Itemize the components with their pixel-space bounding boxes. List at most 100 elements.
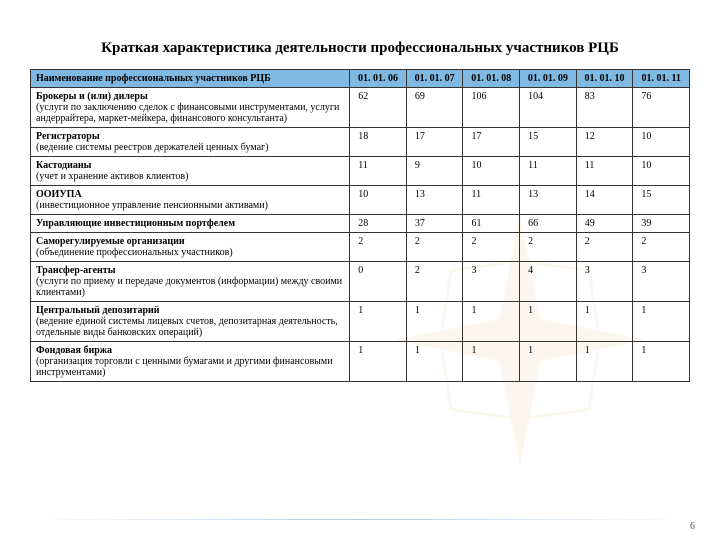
row-title: Центральный депозитарий [36, 305, 160, 316]
row-title: Трансфер-агенты [36, 265, 116, 276]
cell-value: 1 [463, 302, 520, 342]
page-title: Краткая характеристика деятельности проф… [30, 40, 690, 57]
cell-value: 2 [576, 233, 633, 262]
col-header-date: 01. 01. 06 [350, 70, 407, 88]
table-row: ООИУПА(инвестиционное управление пенсион… [31, 186, 690, 215]
cell-value: 1 [520, 302, 577, 342]
cell-value: 2 [406, 233, 463, 262]
cell-value: 11 [350, 157, 407, 186]
row-title: Брокеры и (или) дилеры [36, 91, 148, 102]
cell-value: 2 [350, 233, 407, 262]
table-row: Фондовая биржа(организация торговли с це… [31, 342, 690, 382]
cell-value: 106 [463, 88, 520, 128]
cell-value: 13 [406, 186, 463, 215]
row-desc: (организация торговли с ценными бумагами… [36, 356, 333, 378]
cell-value: 13 [520, 186, 577, 215]
row-title: Фондовая биржа [36, 345, 112, 356]
cell-value: 10 [463, 157, 520, 186]
cell-value: 11 [520, 157, 577, 186]
cell-value: 14 [576, 186, 633, 215]
cell-value: 1 [350, 342, 407, 382]
cell-value: 10 [350, 186, 407, 215]
cell-value: 1 [633, 342, 690, 382]
table-row: Управляющие инвестиционным портфелем 2837… [31, 215, 690, 233]
cell-value: 76 [633, 88, 690, 128]
row-desc: (объединение профессиональных участников… [36, 247, 233, 258]
row-title: Саморегулируемые организации [36, 236, 185, 247]
cell-value: 12 [576, 128, 633, 157]
row-title: ООИУПА [36, 189, 82, 200]
cell-value: 2 [406, 262, 463, 302]
row-title: Регистраторы [36, 131, 100, 142]
row-label: Кастодианы(учет и хранение активов клиен… [31, 157, 350, 186]
participants-table: Наименование профессиональных участников… [30, 69, 690, 382]
cell-value: 1 [576, 342, 633, 382]
row-title: Кастодианы [36, 160, 91, 171]
table-row: Брокеры и (или) дилеры(услуги по заключе… [31, 88, 690, 128]
row-label: ООИУПА(инвестиционное управление пенсион… [31, 186, 350, 215]
col-header-date: 01. 01. 07 [406, 70, 463, 88]
cell-value: 1 [463, 342, 520, 382]
cell-value: 11 [576, 157, 633, 186]
cell-value: 39 [633, 215, 690, 233]
row-label: Регистраторы(ведение системы реестров де… [31, 128, 350, 157]
row-label: Саморегулируемые организации(объединение… [31, 233, 350, 262]
cell-value: 104 [520, 88, 577, 128]
page-number: 6 [690, 521, 695, 532]
cell-value: 1 [576, 302, 633, 342]
table-row: Центральный депозитарий(ведение единой с… [31, 302, 690, 342]
row-desc: (учет и хранение активов клиентов) [36, 171, 188, 182]
row-desc: (ведение системы реестров держателей цен… [36, 142, 268, 153]
cell-value: 2 [463, 233, 520, 262]
cell-value: 66 [520, 215, 577, 233]
cell-value: 2 [633, 233, 690, 262]
cell-value: 15 [520, 128, 577, 157]
row-desc: (ведение единой системы лицевых счетов, … [36, 316, 338, 338]
cell-value: 0 [350, 262, 407, 302]
row-label: Фондовая биржа(организация торговли с це… [31, 342, 350, 382]
cell-value: 3 [576, 262, 633, 302]
row-desc: (услуги по приему и передаче документов … [36, 276, 342, 298]
cell-value: 2 [520, 233, 577, 262]
col-header-date: 01. 01. 10 [576, 70, 633, 88]
table-row: Кастодианы(учет и хранение активов клиен… [31, 157, 690, 186]
cell-value: 62 [350, 88, 407, 128]
cell-value: 83 [576, 88, 633, 128]
row-desc: (услуги по заключению сделок с финансовы… [36, 102, 339, 124]
cell-value: 3 [633, 262, 690, 302]
cell-value: 28 [350, 215, 407, 233]
cell-value: 10 [633, 157, 690, 186]
row-label: Трансфер-агенты(услуги по приему и перед… [31, 262, 350, 302]
cell-value: 1 [520, 342, 577, 382]
cell-value: 1 [406, 302, 463, 342]
cell-value: 17 [463, 128, 520, 157]
cell-value: 37 [406, 215, 463, 233]
cell-value: 3 [463, 262, 520, 302]
cell-value: 15 [633, 186, 690, 215]
row-title: Управляющие инвестиционным портфелем [36, 218, 235, 229]
cell-value: 1 [350, 302, 407, 342]
col-header-date: 01. 01. 08 [463, 70, 520, 88]
cell-value: 4 [520, 262, 577, 302]
cell-value: 10 [633, 128, 690, 157]
row-label: Центральный депозитарий(ведение единой с… [31, 302, 350, 342]
row-label: Управляющие инвестиционным портфелем [31, 215, 350, 233]
table-row: Регистраторы(ведение системы реестров де… [31, 128, 690, 157]
table-row: Трансфер-агенты(услуги по приему и перед… [31, 262, 690, 302]
row-label: Брокеры и (или) дилеры(услуги по заключе… [31, 88, 350, 128]
row-desc: (инвестиционное управление пенсионными а… [36, 200, 268, 211]
cell-value: 17 [406, 128, 463, 157]
cell-value: 49 [576, 215, 633, 233]
cell-value: 1 [406, 342, 463, 382]
col-header-date: 01. 01. 11 [633, 70, 690, 88]
cell-value: 18 [350, 128, 407, 157]
cell-value: 61 [463, 215, 520, 233]
cell-value: 69 [406, 88, 463, 128]
cell-value: 9 [406, 157, 463, 186]
footer-divider [30, 519, 690, 520]
cell-value: 1 [633, 302, 690, 342]
col-header-date: 01. 01. 09 [520, 70, 577, 88]
table-row: Саморегулируемые организации(объединение… [31, 233, 690, 262]
table-header-row: Наименование профессиональных участников… [31, 70, 690, 88]
col-header-name: Наименование профессиональных участников… [31, 70, 350, 88]
